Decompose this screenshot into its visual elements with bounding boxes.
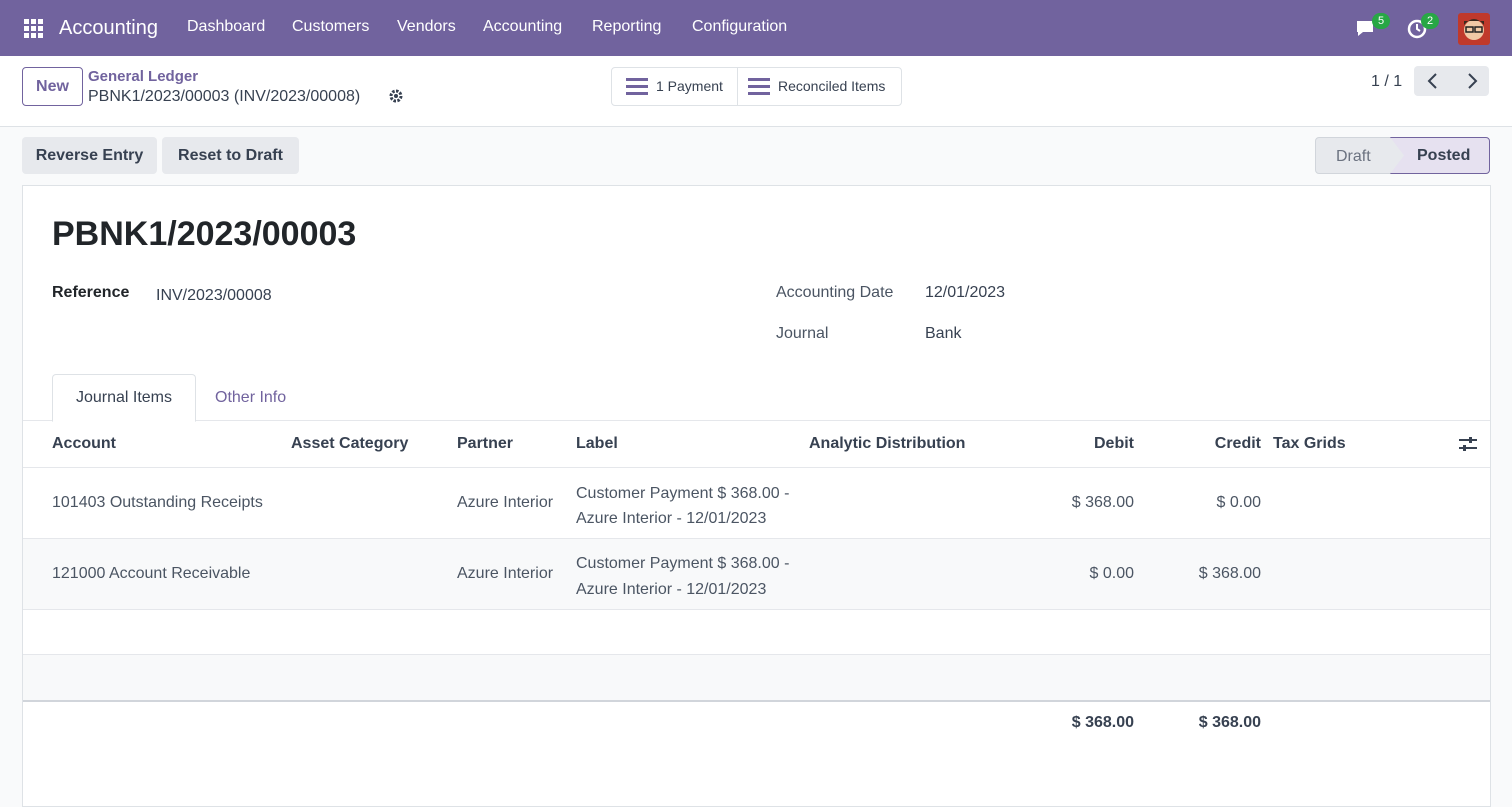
user-avatar[interactable] [1458,13,1490,45]
column-header[interactable]: Partner [457,435,514,452]
form-title: PBNK1/2023/00003 [52,215,357,253]
list-icon [626,78,648,95]
tab-border [23,420,1490,421]
form-sheet [22,185,1491,807]
total-credit: $ 368.00 [1198,714,1261,731]
previous-button[interactable] [1426,73,1440,89]
divider [737,67,738,106]
field-label: Reference [52,284,130,301]
status-posted[interactable]: Posted [1390,137,1490,174]
new-button[interactable]: New [22,67,83,106]
menu-item[interactable]: Vendors [397,18,456,35]
navbar: Accounting Dashboard Customers Vendors A… [0,0,1512,56]
column-header[interactable]: Analytic Distribution [809,435,966,452]
cell-credit[interactable]: $ 368.00 [1198,565,1261,582]
column-header[interactable]: Tax Grids [1273,435,1346,452]
control-panel: New General Ledger PBNK1/2023/00003 (INV… [0,56,1512,127]
field-label: Accounting Date [776,284,894,301]
messages-icon[interactable] [1355,19,1379,39]
column-header[interactable]: Debit [1094,435,1134,452]
status-draft[interactable]: Draft [1315,137,1405,174]
cell-partner[interactable]: Azure Interior [457,565,554,582]
reset-draft-button[interactable]: Reset to Draft [162,137,299,174]
cell-debit[interactable]: $ 368.00 [1071,494,1134,511]
field-value[interactable]: INV/2023/00008 [156,287,272,304]
row-border [23,467,1490,468]
row-border [23,654,1490,655]
field-value[interactable]: 12/01/2023 [925,284,1006,301]
menu-item[interactable]: Accounting [483,18,563,35]
row-border [23,538,1490,539]
activities-icon[interactable] [1407,18,1429,40]
menu-item[interactable]: Reporting [592,18,662,35]
cell-credit[interactable]: $ 0.00 [1216,494,1261,511]
next-button[interactable] [1465,73,1479,89]
totals-border [23,700,1490,702]
breadcrumb[interactable]: General Ledger [88,68,199,85]
row-border [23,609,1490,610]
messages-badge: 5 [1372,13,1391,29]
field-label: Journal [776,325,829,342]
total-debit: $ 368.00 [1071,714,1134,731]
menu-item[interactable]: Configuration [692,18,788,35]
cell-account[interactable]: 121000 Account Receivable [52,565,251,582]
list-icon [748,78,770,95]
record-name: PBNK1/2023/00003 (INV/2023/00008) [88,88,361,105]
tab[interactable]: Other Info [215,389,287,406]
optional-columns-icon[interactable] [1459,436,1477,452]
cell-debit[interactable]: $ 0.00 [1089,565,1134,582]
column-header[interactable]: Asset Category [291,435,409,452]
smart-button-group [611,67,902,106]
cell-account[interactable]: 101403 Outstanding Receipts [52,494,263,511]
column-header[interactable]: Credit [1214,435,1261,452]
column-header[interactable]: Label [576,435,618,452]
cell-label[interactable]: Customer Payment $ 368.00 - Azure Interi… [576,485,790,527]
gear-icon[interactable] [388,88,404,104]
activities-badge: 2 [1421,13,1440,29]
smart-button[interactable]: Reconciled Items [778,78,886,94]
menu-item[interactable]: Customers [292,18,370,35]
row-stripe [23,655,1490,700]
reverse-entry-button[interactable]: Reverse Entry [22,137,157,174]
tab-active[interactable]: Journal Items [52,374,196,422]
column-header[interactable]: Account [52,435,116,452]
pager: 1 / 1 [1371,73,1403,90]
field-value[interactable]: Bank [925,325,962,342]
app-name[interactable]: Accounting [59,17,158,39]
menu-item[interactable]: Dashboard [187,18,266,35]
smart-button[interactable]: 1 Payment [656,78,723,94]
row-stripe [23,539,1490,609]
cell-label[interactable]: Customer Payment $ 368.00 - Azure Interi… [576,555,790,598]
cell-partner[interactable]: Azure Interior [457,494,554,511]
apps-icon[interactable] [24,19,44,39]
